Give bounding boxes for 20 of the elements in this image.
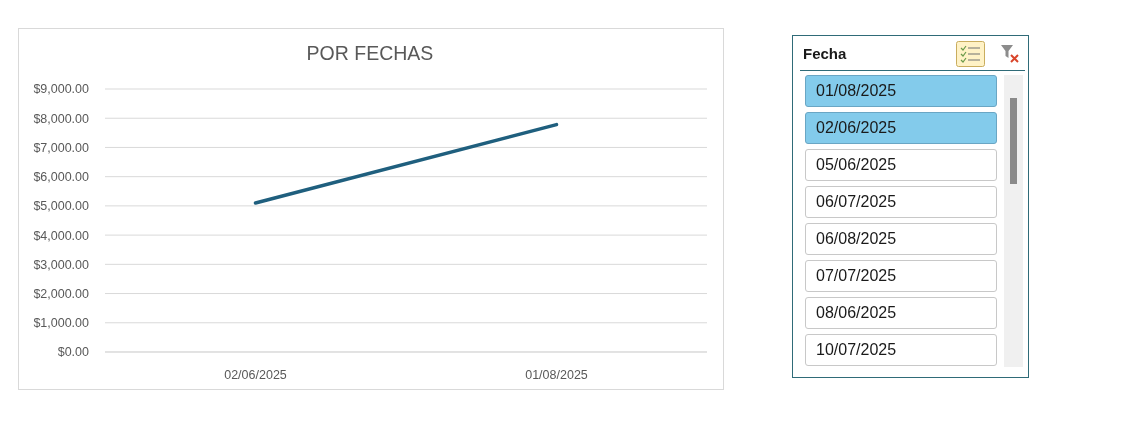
y-tick-label: $2,000.00: [33, 286, 90, 301]
category-label: 07/07/2025: [816, 267, 897, 285]
category-label: 08/06/2025: [816, 304, 897, 322]
y-tick-label: $5,000.00: [33, 199, 90, 214]
y-tick-label: $8,000.00: [33, 111, 90, 126]
y-tick-label: $6,000.00: [33, 170, 90, 185]
y-tick-label: $4,000.00: [33, 228, 90, 243]
y-tick-label: $7,000.00: [33, 140, 90, 155]
category-label: 02/06/2025: [816, 119, 897, 137]
category-label: 06/07/2025: [816, 193, 897, 211]
y-tick-label: $9,000.00: [33, 82, 90, 97]
category-label: 06/08/2025: [816, 230, 897, 248]
chart-title: POR FECHAS: [305, 42, 435, 65]
text: Fecha: [803, 45, 847, 62]
category-label: 10/07/2025: [816, 341, 897, 359]
y-tick-label: $3,000.00: [33, 257, 90, 272]
category-label: 01/08/2025: [816, 82, 897, 100]
category-label: 05/06/2025: [816, 156, 897, 174]
y-tick-label: $1,000.00: [33, 316, 90, 331]
y-tick-label: $0.00: [57, 345, 90, 360]
